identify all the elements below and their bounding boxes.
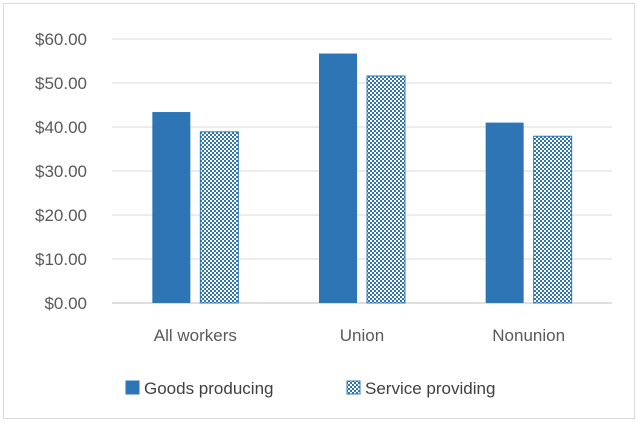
legend-label: Goods producing bbox=[144, 379, 273, 398]
y-tick-label: $0.00 bbox=[44, 294, 87, 313]
y-tick-label: $10.00 bbox=[35, 250, 87, 269]
x-tick-label: Nonunion bbox=[492, 326, 565, 345]
bar-service-providing bbox=[199, 131, 239, 304]
x-tick-label: Union bbox=[340, 326, 384, 345]
bar-service-providing bbox=[533, 135, 573, 304]
y-tick-label: $60.00 bbox=[35, 30, 87, 49]
bars bbox=[152, 53, 573, 304]
gridlines bbox=[112, 38, 612, 304]
y-axis: $0.00 $10.00 $20.00 $30.00 $40.00 $50.00 $60.0… bbox=[35, 30, 87, 313]
legend-label: Service providing bbox=[365, 379, 495, 398]
bar-goods-producing bbox=[319, 53, 357, 303]
legend-swatch bbox=[346, 380, 361, 395]
bar-goods-producing bbox=[485, 122, 524, 303]
legend: Goods producing Service providing bbox=[125, 379, 495, 398]
y-tick-label: $40.00 bbox=[35, 118, 87, 137]
legend-swatch bbox=[125, 380, 140, 395]
x-tick-label: All workers bbox=[154, 326, 237, 345]
x-axis: All workers Union Nonunion bbox=[154, 326, 565, 345]
bar-service-providing bbox=[366, 75, 406, 304]
y-tick-label: $20.00 bbox=[35, 206, 87, 225]
bar-goods-producing bbox=[152, 112, 191, 303]
y-tick-label: $50.00 bbox=[35, 74, 87, 93]
y-tick-label: $30.00 bbox=[35, 162, 87, 181]
